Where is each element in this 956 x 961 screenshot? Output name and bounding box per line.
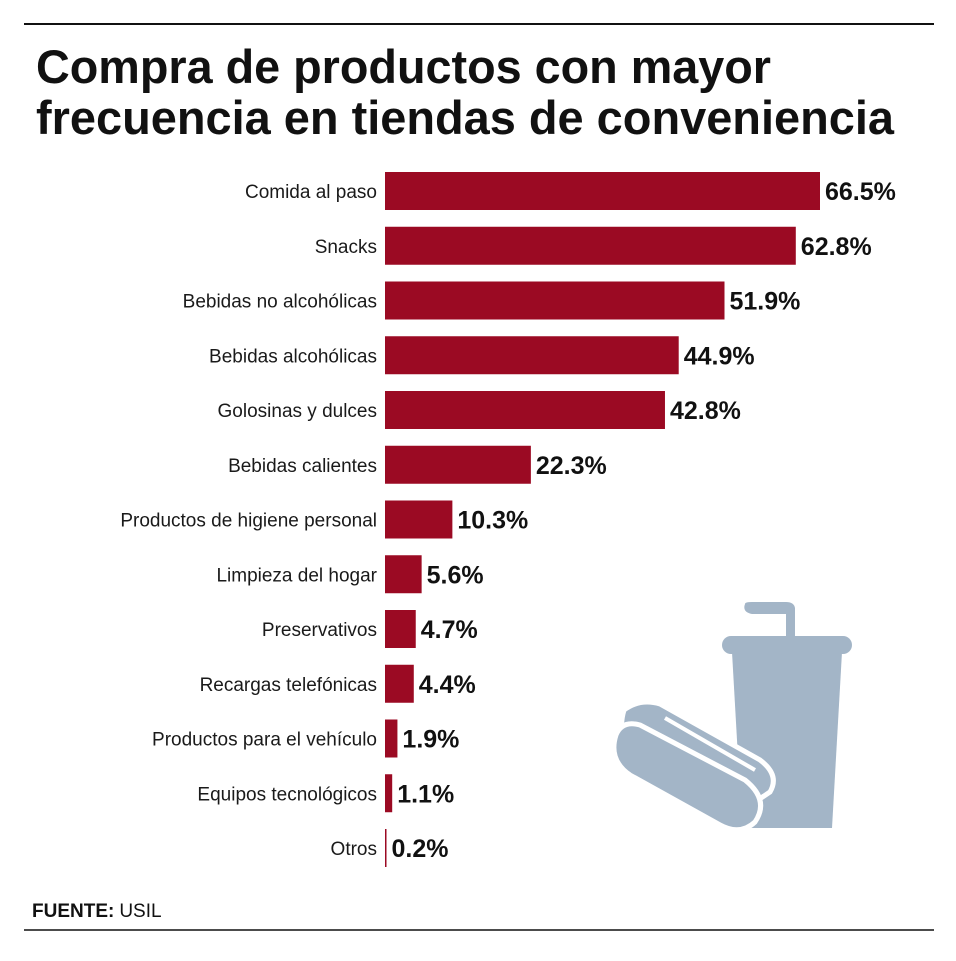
- chart-title-line-1: Compra de productos con mayor: [36, 40, 771, 93]
- bar: [385, 774, 393, 813]
- bar: [385, 226, 796, 265]
- category-label: Bebidas no alcohólicas: [183, 292, 377, 313]
- bar: [385, 391, 665, 429]
- bar: [385, 445, 531, 484]
- bar: [385, 500, 453, 539]
- value-label: 62.8%: [801, 233, 872, 261]
- value-label: 42.8%: [670, 397, 741, 425]
- source-note: FUENTE: USIL: [32, 901, 162, 922]
- value-label: 44.9%: [684, 342, 755, 370]
- category-label: Equipos tecnológicos: [197, 784, 377, 805]
- source-label: FUENTE:: [32, 901, 114, 922]
- bar: [385, 336, 679, 375]
- chart-title-line-2: frecuencia en tiendas de conveniencia: [36, 91, 895, 144]
- bar: [385, 281, 725, 320]
- bar: [385, 555, 422, 594]
- bar: [385, 172, 820, 210]
- value-label: 1.1%: [397, 780, 454, 808]
- category-label: Preservativos: [262, 620, 377, 641]
- category-label: Comida al paso: [245, 182, 377, 203]
- bar: [385, 829, 387, 867]
- category-label: Golosinas y dulces: [218, 401, 377, 422]
- category-label: Recargas telefónicas: [200, 675, 377, 696]
- value-label: 4.4%: [419, 671, 476, 699]
- value-label: 1.9%: [402, 726, 459, 754]
- category-label: Limpieza del hogar: [216, 565, 377, 586]
- value-label: 4.7%: [421, 616, 478, 644]
- category-label: Snacks: [315, 237, 377, 258]
- hotdog-and-soda-cup-icon: [611, 602, 852, 833]
- category-label: Productos de higiene personal: [120, 511, 377, 532]
- value-label: 51.9%: [729, 288, 800, 316]
- bar: [385, 610, 416, 648]
- source-value: USIL: [119, 901, 161, 922]
- bar: [385, 664, 414, 703]
- bar: [385, 719, 398, 758]
- value-label: 5.6%: [427, 561, 484, 589]
- category-label: Bebidas alcohólicas: [209, 346, 377, 367]
- category-label: Otros: [331, 839, 377, 860]
- value-label: 66.5%: [825, 178, 896, 206]
- category-label: Productos para el vehículo: [152, 730, 377, 751]
- value-label: 0.2%: [392, 835, 449, 863]
- value-label: 10.3%: [457, 507, 528, 535]
- bars-group: Comida al paso 66.5% Snacks 62.8% Bebidas no…: [120, 172, 896, 867]
- category-label: Bebidas calientes: [228, 456, 377, 477]
- value-label: 22.3%: [536, 452, 607, 480]
